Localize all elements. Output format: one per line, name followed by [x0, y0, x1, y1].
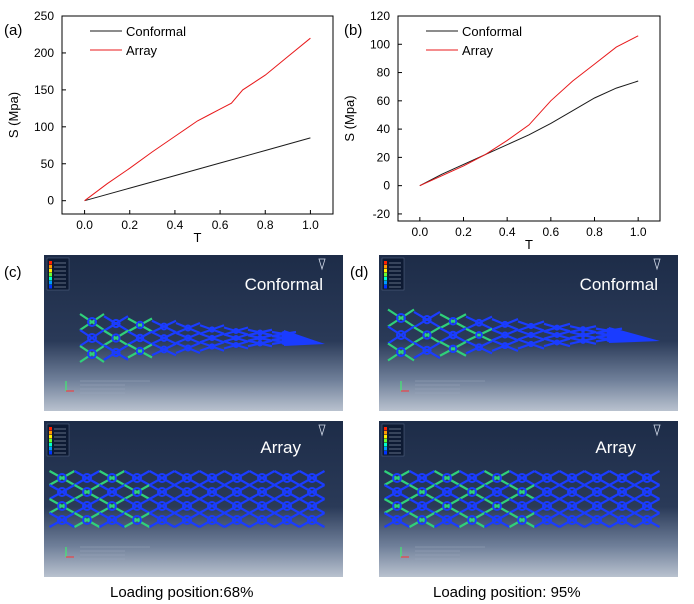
series-line-conformal — [419, 80, 639, 187]
x-tick-label: 0.6 — [212, 218, 229, 232]
lattice-structure — [381, 423, 661, 560]
contour-legend — [381, 423, 405, 457]
x-tick-label: 0.8 — [586, 225, 603, 239]
y-tick-label: -20 — [373, 207, 391, 221]
x-tick-label: 0.0 — [411, 225, 428, 239]
y-tick-label: 80 — [377, 66, 391, 80]
simulation-conformal-68: Conformal — [44, 255, 343, 411]
panel-label-b: (b) — [344, 22, 363, 39]
legend-label: Array — [462, 43, 494, 58]
y-axis-label: S (Mpa) — [342, 95, 357, 141]
simulation-title: Conformal — [244, 275, 323, 294]
chart-a: 0.0 0.2 0.4 0.6 0.8 1.0 0 50 100 150 200 250 T S (Mpa… — [6, 9, 334, 245]
x-tick-label: 0.2 — [455, 225, 472, 239]
simulation-title: Array — [260, 438, 301, 457]
lattice-structure — [46, 423, 326, 560]
chart-b: 0.0 0.2 0.4 0.6 0.8 1.0 -20 0 20 40 60 80 100 120 T S (… — [342, 9, 661, 250]
y-tick-label: 60 — [377, 94, 391, 108]
y-tick-label: 0 — [47, 194, 54, 208]
y-tick-label: 20 — [377, 150, 391, 164]
series-line-array — [419, 35, 639, 187]
logo-icon — [318, 424, 326, 437]
logo-icon — [653, 258, 661, 271]
panel-label-a: (a) — [4, 22, 23, 39]
x-tick-label: 0.2 — [121, 218, 138, 232]
simulation-array-95: Array — [379, 421, 678, 577]
y-tick-label: 100 — [34, 120, 54, 134]
y-tick-label: 250 — [34, 9, 54, 23]
simulation-array-68: Array — [44, 421, 343, 577]
x-tick-label: 0.4 — [499, 225, 516, 239]
axis-triad-icon — [65, 547, 74, 558]
legend-label: Conformal — [126, 24, 186, 39]
y-tick-label: 150 — [34, 83, 54, 97]
axis-triad-icon — [400, 547, 409, 558]
y-axis-label: S (Mpa) — [6, 92, 21, 138]
caption-left: Loading position:68% — [110, 584, 254, 601]
legend-label: Conformal — [462, 24, 522, 39]
beam-lattice — [383, 470, 661, 528]
contour-legend — [46, 257, 70, 291]
simulation-conformal-95: Conformal — [379, 255, 678, 411]
x-tick-label: 1.0 — [630, 225, 647, 239]
series-line-conformal — [84, 137, 311, 202]
lattice-structure — [381, 257, 661, 394]
logo-icon — [318, 258, 326, 271]
lattice-tip — [609, 327, 660, 343]
x-tick-label: 0.6 — [542, 225, 559, 239]
contour-legend — [46, 423, 70, 457]
x-tick-label: 0.8 — [257, 218, 274, 232]
lattice-structure — [46, 257, 326, 394]
series-line-array — [84, 37, 311, 202]
x-axis-label: T — [525, 237, 533, 250]
x-tick-label: 0.0 — [76, 218, 93, 232]
plot-frame — [397, 15, 661, 222]
axis-triad-icon — [65, 381, 74, 392]
caption-right: Loading position: 95% — [433, 584, 581, 601]
y-tick-label: 50 — [41, 157, 55, 171]
contour-legend — [381, 257, 405, 291]
y-tick-label: 0 — [383, 179, 390, 193]
logo-icon — [653, 424, 661, 437]
y-tick-label: 120 — [370, 9, 390, 23]
beam-lattice — [48, 470, 326, 528]
y-tick-label: 40 — [377, 122, 391, 136]
simulation-title: Array — [595, 438, 636, 457]
beam-lattice — [387, 308, 660, 362]
plot-frame — [61, 15, 334, 215]
legend-label: Array — [126, 43, 158, 58]
x-axis-label: T — [194, 230, 202, 245]
y-tick-label: 100 — [370, 37, 390, 51]
panel-label-c: (c) — [4, 264, 22, 281]
lattice-tip — [284, 330, 325, 346]
x-tick-label: 0.4 — [167, 218, 184, 232]
y-tick-label: 200 — [34, 46, 54, 60]
x-tick-label: 1.0 — [302, 218, 319, 232]
panel-label-d: (d) — [350, 264, 369, 281]
beam-lattice — [79, 313, 325, 363]
simulation-title: Conformal — [579, 275, 658, 294]
axis-triad-icon — [400, 381, 409, 392]
